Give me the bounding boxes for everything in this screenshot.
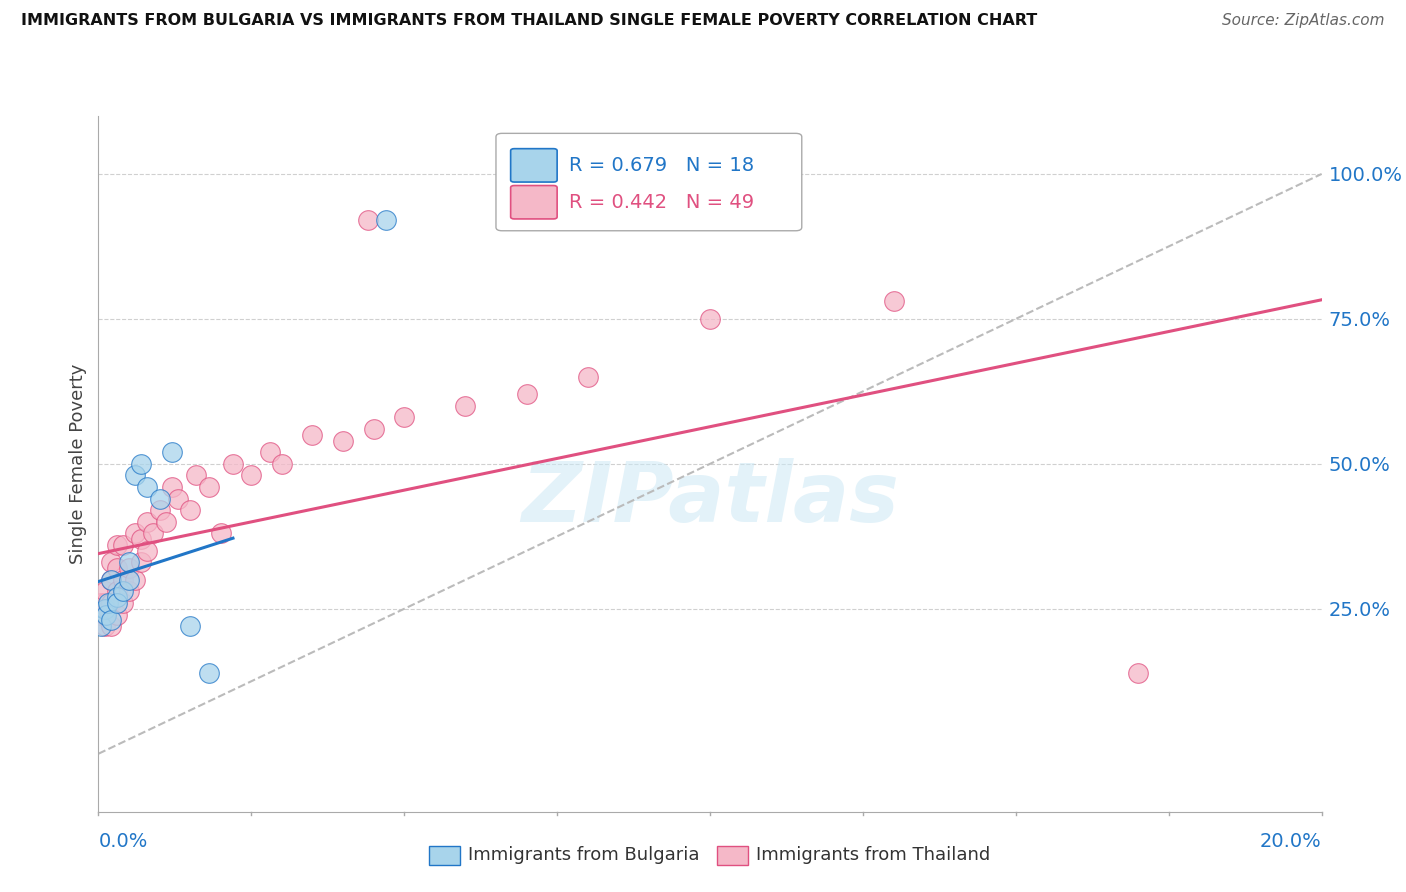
Point [356, 213, 378, 227]
Point [155, 515, 177, 529]
Point [89, 607, 111, 622]
Text: IMMIGRANTS FROM BULGARIA VS IMMIGRANTS FROM THAILAND SINGLE FEMALE POVERTY CORRE: IMMIGRANTS FROM BULGARIA VS IMMIGRANTS F… [21, 13, 1038, 29]
Point [124, 526, 146, 541]
Point [129, 555, 152, 570]
Point [516, 387, 538, 401]
Point [93, 602, 115, 616]
Point [111, 596, 134, 610]
Point [160, 445, 183, 459]
Point [100, 619, 122, 633]
Point [1128, 665, 1150, 680]
Point [883, 294, 905, 309]
Point [454, 399, 477, 413]
Point [392, 410, 416, 425]
Point [93, 596, 115, 610]
Point [111, 584, 134, 599]
Point [93, 619, 115, 633]
Bar [429, 846, 460, 865]
Point [136, 480, 159, 494]
Point [93, 607, 115, 622]
Point [105, 538, 128, 552]
Point [118, 555, 141, 570]
Point [105, 591, 128, 605]
Point [179, 619, 201, 633]
Point [149, 491, 172, 506]
Point [240, 468, 263, 483]
Point [179, 503, 201, 517]
Point [332, 434, 354, 448]
Text: Source: ZipAtlas.com: Source: ZipAtlas.com [1222, 13, 1385, 29]
Point [100, 573, 122, 587]
Point [699, 312, 721, 326]
Point [111, 538, 134, 552]
FancyBboxPatch shape [510, 149, 557, 182]
Y-axis label: Single Female Poverty: Single Female Poverty [69, 364, 87, 564]
Text: R = 0.679   N = 18: R = 0.679 N = 18 [569, 156, 755, 175]
Point [363, 422, 385, 436]
Point [124, 468, 146, 483]
Point [160, 480, 183, 494]
Text: 20.0%: 20.0% [1260, 832, 1322, 851]
Point [100, 573, 122, 587]
Point [105, 607, 128, 622]
Point [129, 532, 152, 546]
Bar [717, 846, 748, 865]
Point [100, 596, 122, 610]
Point [167, 491, 190, 506]
Text: R = 0.442   N = 49: R = 0.442 N = 49 [569, 193, 755, 211]
Point [149, 503, 172, 517]
Text: Immigrants from Thailand: Immigrants from Thailand [756, 847, 991, 864]
Point [94, 607, 117, 622]
Point [100, 555, 122, 570]
Point [93, 584, 115, 599]
Point [186, 468, 208, 483]
Point [90, 596, 112, 610]
Point [111, 573, 134, 587]
Point [97, 602, 120, 616]
FancyBboxPatch shape [510, 186, 557, 219]
Point [259, 445, 281, 459]
Text: 0.0%: 0.0% [98, 832, 148, 851]
Point [301, 428, 323, 442]
Point [118, 573, 141, 587]
Point [97, 596, 120, 610]
Point [136, 515, 159, 529]
Point [124, 573, 146, 587]
Point [222, 457, 245, 471]
Point [197, 480, 219, 494]
Point [105, 561, 128, 575]
Text: Immigrants from Bulgaria: Immigrants from Bulgaria [468, 847, 700, 864]
Point [105, 596, 128, 610]
Point [209, 526, 232, 541]
Point [100, 614, 122, 628]
Point [105, 584, 128, 599]
Point [197, 665, 219, 680]
Point [90, 619, 112, 633]
Point [142, 526, 165, 541]
Point [118, 584, 141, 599]
Point [374, 213, 396, 227]
Point [118, 561, 141, 575]
Point [136, 544, 159, 558]
FancyBboxPatch shape [496, 134, 801, 231]
Point [270, 457, 292, 471]
Point [129, 457, 152, 471]
Point [576, 369, 599, 384]
Text: ZIPatlas: ZIPatlas [522, 458, 898, 539]
